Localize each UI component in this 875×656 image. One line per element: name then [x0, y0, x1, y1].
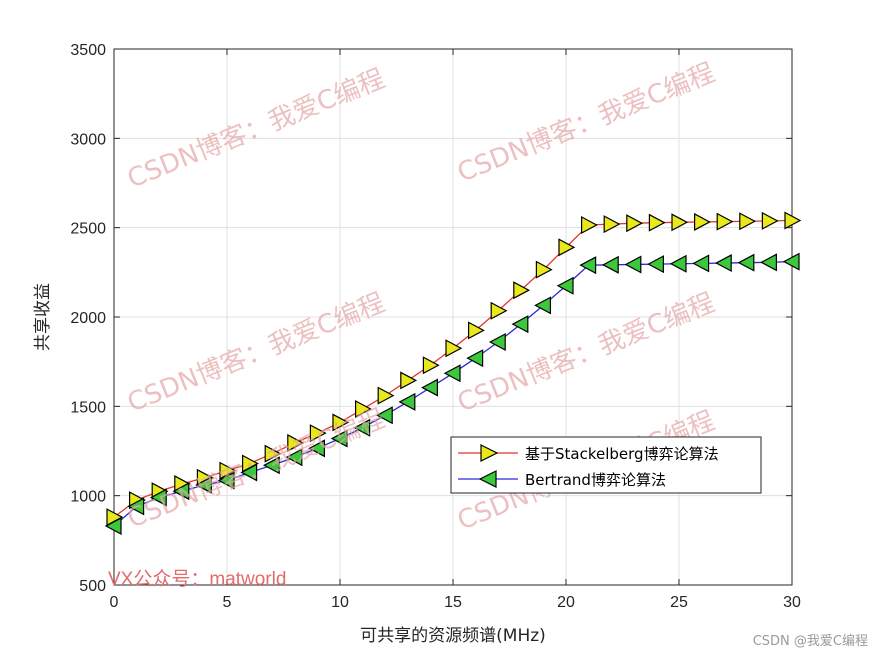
data-point	[784, 211, 802, 230]
data-point	[287, 433, 305, 452]
data-point	[488, 333, 506, 352]
data-point	[535, 260, 553, 279]
data-point	[422, 356, 440, 375]
data-point	[330, 429, 348, 448]
y-tick-label: 1000	[70, 489, 106, 506]
data-point	[601, 255, 619, 274]
data-point	[692, 254, 710, 273]
legend-label-1: 基于Stackelberg博弈论算法	[525, 445, 719, 463]
data-point	[693, 212, 711, 231]
data-point	[669, 254, 687, 273]
data-point	[761, 211, 779, 230]
data-point	[647, 255, 665, 274]
data-point	[217, 471, 235, 490]
data-point	[626, 214, 644, 233]
data-point	[375, 406, 393, 425]
x-tick-label: 10	[331, 594, 349, 611]
data-point	[579, 256, 597, 275]
data-point	[285, 448, 303, 467]
data-point	[353, 418, 371, 437]
data-point	[308, 439, 325, 458]
legend: 基于Stackelberg博弈论算法 Bertrand博弈论算法	[450, 436, 762, 494]
data-point	[739, 212, 757, 231]
data-point	[737, 253, 755, 272]
data-point	[624, 255, 642, 274]
series-1	[106, 211, 802, 527]
data-point	[355, 400, 372, 419]
data-point	[648, 213, 666, 232]
data-point	[104, 517, 122, 536]
legend-box	[450, 436, 762, 494]
y-tick-label: 3500	[70, 42, 106, 59]
data-point	[309, 424, 327, 443]
data-point	[262, 456, 280, 475]
data-point	[782, 252, 800, 271]
x-axis: 0 5 10 15 20 25 30	[110, 49, 801, 611]
data-point	[714, 254, 732, 273]
data-point	[490, 301, 508, 320]
data-point	[511, 315, 529, 334]
data-point	[400, 371, 418, 390]
y-tick-label: 2500	[70, 221, 106, 238]
y-axis: 500 1000 1500 2000 2500 3000 3500	[70, 42, 792, 595]
data-point	[466, 349, 484, 368]
x-tick-label: 15	[444, 594, 462, 611]
data-point	[195, 475, 212, 494]
data-point	[443, 364, 461, 383]
data-point	[558, 238, 576, 257]
x-tick-label: 25	[670, 594, 688, 611]
y-tick-label: 2000	[70, 310, 106, 327]
x-tick-label: 5	[223, 594, 232, 611]
data-point	[172, 482, 190, 501]
x-axis-label: 可共享的资源频谱(MHz)	[360, 626, 546, 646]
series-layer	[104, 211, 802, 536]
data-point	[127, 497, 145, 516]
data-point	[332, 413, 350, 432]
data-point	[603, 215, 621, 234]
watermark-tag: VX公众号：matworld	[108, 568, 286, 590]
y-axis-label: 共享收益	[33, 283, 53, 351]
data-point	[671, 213, 689, 232]
data-point	[513, 281, 531, 300]
data-point	[556, 276, 574, 295]
data-point	[377, 386, 395, 405]
data-point	[716, 212, 734, 231]
data-point	[219, 461, 237, 480]
series-2	[104, 252, 800, 536]
data-point	[264, 444, 282, 463]
x-tick-label: 20	[557, 594, 575, 611]
data-point	[534, 296, 552, 315]
data-point	[468, 321, 485, 340]
x-tick-label: 0	[110, 594, 119, 611]
data-point	[240, 463, 258, 482]
legend-marker-1	[480, 444, 499, 462]
legend-marker-2	[478, 470, 497, 488]
data-point	[421, 378, 438, 397]
y-tick-label: 1500	[70, 399, 106, 416]
y-tick-label: 500	[79, 578, 106, 595]
legend-label-2: Bertrand博弈论算法	[525, 471, 666, 489]
y-tick-label: 3000	[70, 131, 106, 148]
data-point	[445, 339, 463, 358]
data-point	[580, 215, 598, 234]
credit-text: CSDN @我爱C编程	[753, 634, 868, 649]
x-tick-label: 30	[783, 594, 801, 611]
data-point	[760, 253, 778, 272]
data-point	[398, 392, 416, 411]
data-point	[149, 488, 167, 507]
